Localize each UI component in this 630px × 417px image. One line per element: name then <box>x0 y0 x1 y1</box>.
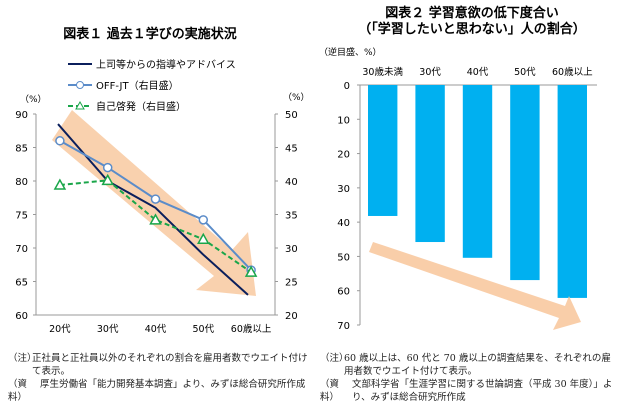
category-label: 30代 <box>419 67 441 78</box>
series-point-self-dev <box>244 265 258 277</box>
note-text: 60 歳以上は、60 代と 70 歳以上の調査結果を、それぞれの雇用者数でウエイ… <box>344 353 611 377</box>
series-point-offjt <box>55 136 65 146</box>
series-point-offjt <box>102 162 113 173</box>
right-tick-label: 35 <box>285 211 298 222</box>
source-text: 厚生労働省「能力開発基本調査」より、みずほ総合研究所作成 <box>40 379 306 390</box>
left-tick-label: 80 <box>15 177 28 188</box>
series-line-0 <box>57 123 249 296</box>
bar-1 <box>415 85 445 243</box>
bar-2 <box>462 85 493 258</box>
y-tick-label: 0 <box>344 81 350 92</box>
series-point-self-dev <box>149 213 162 225</box>
source-text: 文部科学省「生涯学習に関する世論調査（平成 30 年度）」より、みずほ総合研究所… <box>352 379 613 403</box>
series-point-self-dev <box>197 232 210 245</box>
right-tick-label: 20 <box>285 311 298 322</box>
right-axis-unit: （%） <box>283 92 310 103</box>
chart1-title: 図表１ 過去１学びの実施状況 <box>63 26 237 42</box>
legend-marker <box>76 81 84 89</box>
series-point-offjt <box>198 215 209 225</box>
y-tick-label: 40 <box>337 218 350 229</box>
legend-label: 上司等からの指導やアドバイス <box>96 58 236 71</box>
right-tick-label: 40 <box>285 177 298 188</box>
left-tick-label: 75 <box>15 211 28 222</box>
x-tick-label: 40代 <box>145 324 167 335</box>
category-label: 40代 <box>467 67 489 78</box>
right-tick-label: 45 <box>285 144 298 155</box>
x-tick-label: 20代 <box>49 324 71 335</box>
legend-marker <box>75 100 85 110</box>
y-tick-label: 60 <box>337 287 350 298</box>
series-line-2 <box>59 179 252 273</box>
chart2-subtitle: （「学習したいと思わない」人の割合） <box>358 21 586 37</box>
left-tick-label: 90 <box>15 110 28 121</box>
y-tick-label: 10 <box>337 115 350 126</box>
notes-left: （注） 正社員と正社員以外のそれぞれの割合を雇用者数でウエイト付けて表示。 （資料… <box>8 352 308 404</box>
y-tick-label: 20 <box>337 150 350 161</box>
right-tick-label: 30 <box>285 244 298 255</box>
category-label: 30歳未満 <box>362 66 403 78</box>
bar-3 <box>510 85 540 281</box>
category-label: 50代 <box>514 67 536 78</box>
left-tick-label: 70 <box>15 244 28 255</box>
category-label: 60歳以上 <box>552 66 593 78</box>
source-label: （資料） <box>8 379 28 403</box>
y-tick-label: 70 <box>337 321 350 332</box>
chart2-axis-unit: （逆目盛、%） <box>319 46 382 58</box>
left-axis-unit: （%） <box>20 94 47 105</box>
left-tick-label: 65 <box>15 278 28 289</box>
x-tick-label: 60歳以上 <box>231 323 272 335</box>
left-tick-label: 60 <box>15 311 28 322</box>
bar-0 <box>368 85 398 216</box>
right-tick-label: 50 <box>285 110 298 121</box>
series-point-offjt <box>150 194 161 204</box>
notes-right: （注） 60 歳以上は、60 代と 70 歳以上の調査結果を、それぞれの雇用者数で… <box>320 352 620 404</box>
x-tick-label: 30代 <box>97 324 119 335</box>
legend-label: 自己啓発（右目盛） <box>96 100 186 113</box>
y-tick-label: 50 <box>337 252 350 263</box>
chart2-title: 図表２ 学習意欲の低下度合い <box>385 5 559 21</box>
bar-chart-motivation: 図表２ 学習意欲の低下度合い （「学習したいと思わない」人の割合） （逆目盛、%… <box>319 5 597 332</box>
note-text: 正社員と正社員以外のそれぞれの割合を雇用者数でウエイト付けて表示。 <box>32 353 308 377</box>
line-chart-learning: 図表１ 過去１学びの実施状況 （%） （%） 60 65 70 75 80 85 90 20 2… <box>15 26 310 335</box>
note-label: （注） <box>8 353 37 364</box>
trend-arrow <box>369 242 581 330</box>
note-label: （注） <box>320 353 349 364</box>
series-point-self-dev <box>53 178 67 190</box>
y-tick-label: 30 <box>337 184 350 195</box>
x-tick-label: 50代 <box>193 324 215 335</box>
right-tick-label: 25 <box>285 278 298 289</box>
legend-label: OFF-JT（右目盛） <box>96 79 179 92</box>
source-label: （資料） <box>320 379 340 403</box>
series-point-self-dev <box>101 173 114 186</box>
left-tick-label: 85 <box>15 144 28 155</box>
bar-4 <box>557 85 587 298</box>
